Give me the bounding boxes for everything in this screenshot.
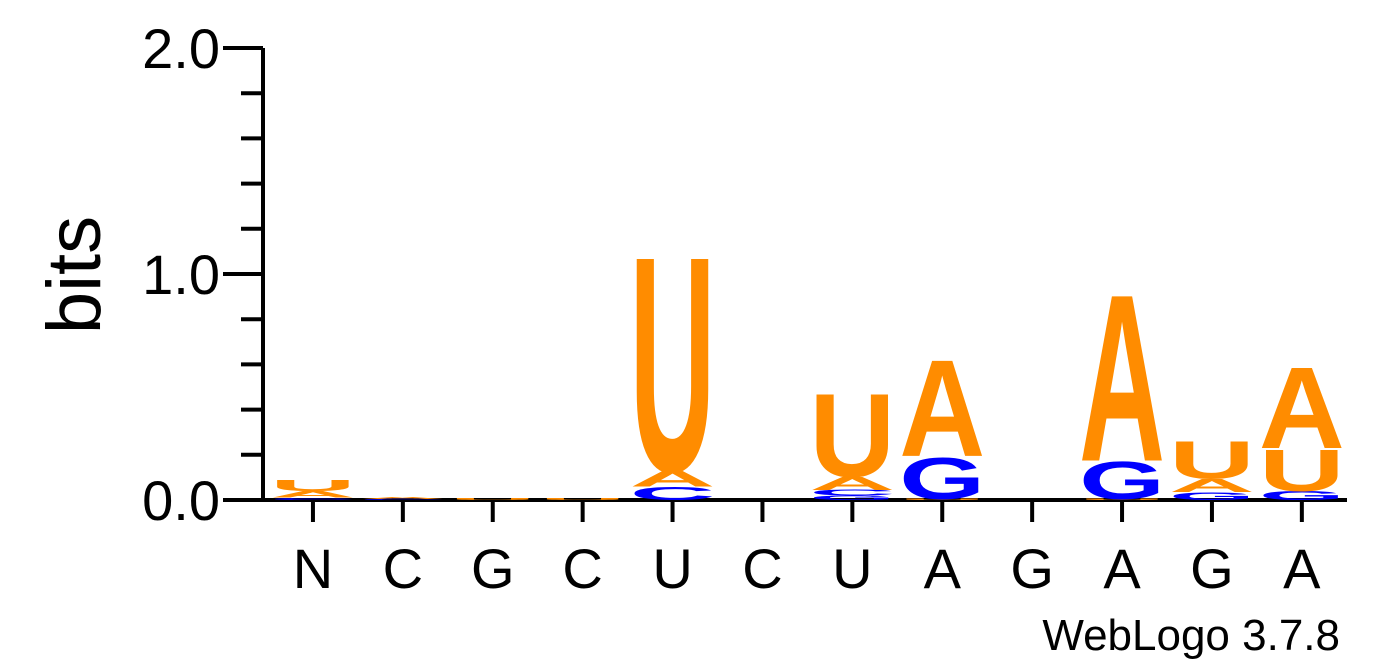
- x-tick-label: N: [293, 537, 333, 600]
- logo-letter-c: C: [630, 483, 716, 504]
- logo-letter-a: A: [630, 467, 716, 491]
- y-tick-label: 0.0: [142, 469, 220, 532]
- logo-letter-a: A: [1079, 244, 1165, 511]
- logo-letter-u: U: [809, 369, 895, 502]
- y-tick-label: 1.0: [142, 243, 220, 306]
- x-tick-label: G: [1190, 537, 1234, 600]
- x-tick-label: C: [562, 537, 602, 600]
- logo-letter-u: U: [540, 497, 626, 501]
- logo-letter-c: C: [360, 499, 446, 501]
- logo-letter-c: C: [809, 488, 895, 497]
- logo-letter-g: G: [809, 494, 895, 501]
- logo-letter-a: A: [1169, 475, 1255, 496]
- logo-letter-u: U: [450, 497, 536, 501]
- x-tick-label: A: [1103, 537, 1141, 600]
- x-tick-label: C: [742, 537, 782, 600]
- weblogo-version-footer: WebLogo 3.7.8: [1042, 611, 1340, 660]
- logo-letter-g: G: [1259, 489, 1345, 503]
- y-axis-label: bits: [32, 216, 117, 334]
- x-tick-label: U: [832, 537, 872, 600]
- logo-letter-u: U: [1079, 499, 1165, 501]
- x-tick-label: A: [1283, 537, 1321, 600]
- x-tick-label: G: [471, 537, 515, 600]
- y-tick-label: 2.0: [142, 17, 220, 80]
- logo-letter-a: A: [360, 496, 446, 500]
- logo-letter-u: U: [899, 499, 985, 501]
- logo-letter-u: U: [1169, 430, 1255, 490]
- logo-letter-a: A: [899, 332, 985, 486]
- x-tick-label: A: [924, 537, 962, 600]
- logo-letter-a: A: [1259, 343, 1345, 472]
- logo-letter-a: A: [270, 489, 356, 499]
- logo-letter-u: U: [630, 194, 716, 537]
- axes-layer: [223, 46, 1347, 522]
- logo-letter-u: U: [270, 477, 356, 495]
- logo-letter-u: U: [1259, 437, 1345, 504]
- logo-letter-g: G: [899, 445, 985, 512]
- x-tick-label: U: [652, 537, 692, 600]
- x-tick-label: G: [1010, 537, 1054, 600]
- x-tick-label: C: [383, 537, 423, 600]
- logo-letter-c: C: [270, 497, 356, 501]
- logo-letter-g: G: [1079, 451, 1165, 510]
- logo-letter-a: A: [809, 473, 895, 494]
- logo-letter-g: G: [1169, 490, 1255, 502]
